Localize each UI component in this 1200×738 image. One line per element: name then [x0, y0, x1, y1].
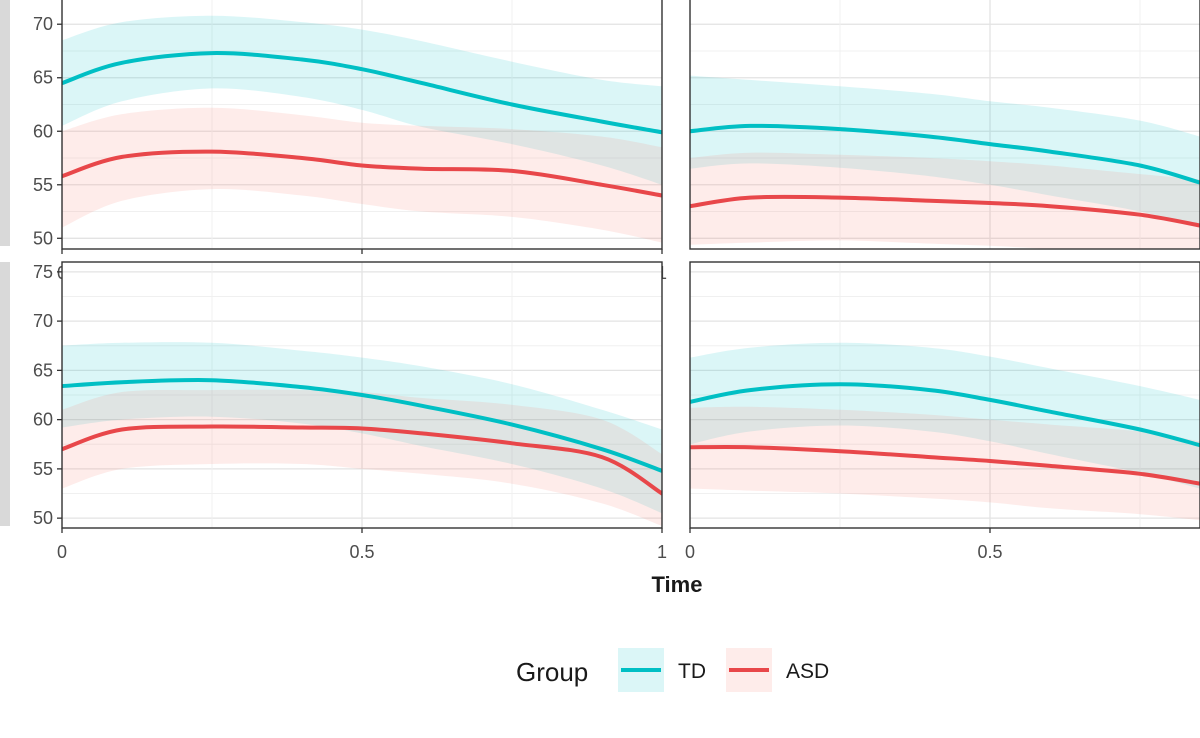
series-line-td — [690, 123, 1200, 185]
confidence-band-td — [690, 342, 1200, 489]
gridlines — [690, 0, 1200, 249]
y-tick-label: 60 — [33, 121, 53, 141]
gridlines — [62, 262, 662, 528]
panel-border — [689, 261, 1200, 529]
confidence-band-asd — [690, 406, 1200, 521]
plot-area — [62, 342, 662, 526]
legend-label: ASD — [786, 660, 829, 683]
y-tick-label: 70 — [33, 14, 53, 34]
y-tick-label: 55 — [33, 175, 53, 195]
series-line-asd — [62, 424, 662, 496]
y-tick-label: 55 — [33, 459, 53, 479]
series-line-asd — [62, 149, 662, 198]
x-tick-label: 0.5 — [349, 542, 374, 562]
y-tick-label: 50 — [33, 228, 53, 248]
y-tick-label: 70 — [33, 311, 53, 331]
legend: Group TD ASD — [516, 648, 829, 692]
panel-border — [689, 0, 1200, 250]
y-tick-label: 65 — [33, 360, 53, 380]
y-tick-label: 65 — [33, 68, 53, 88]
facet-strip-bottom — [0, 262, 10, 526]
x-axis-title: Time — [652, 572, 703, 597]
x-tick-label: 0 — [57, 542, 67, 562]
y-tick-label: 75 — [33, 262, 53, 282]
series-line-asd — [690, 444, 1200, 486]
legend-title: Group — [516, 657, 588, 687]
x-tick-label: 0.5 — [977, 542, 1002, 562]
panel-bottom-right: 0 0.5 — [685, 261, 1200, 562]
y-tick-label: 60 — [33, 410, 53, 430]
series-line-asd — [690, 194, 1200, 228]
confidence-band-asd — [62, 107, 662, 243]
y-tick-label: 50 — [33, 508, 53, 528]
confidence-band-td — [62, 15, 662, 185]
series-line-td — [62, 378, 662, 473]
legend-entry-asd: ASD — [726, 648, 829, 692]
gridlines — [690, 262, 1200, 528]
plot-area — [690, 75, 1200, 249]
plot-area — [62, 15, 662, 243]
legend-entry-td: TD — [618, 648, 706, 692]
panel-bottom-left: 50 55 60 65 70 75 0 0.5 1 — [33, 261, 667, 562]
confidence-band-td — [690, 75, 1200, 228]
plot-area — [690, 342, 1200, 521]
x-tick-label: 0 — [685, 542, 695, 562]
series-line-td — [690, 382, 1200, 448]
legend-label: TD — [678, 660, 706, 683]
panel-top-right — [689, 0, 1200, 250]
series-line-td — [62, 51, 662, 135]
facet-strips — [0, 0, 10, 526]
x-tick-label: 1 — [657, 542, 667, 562]
panel-top-left: 505560657000.51 — [33, 0, 667, 283]
facet-strip-top — [0, 0, 10, 246]
